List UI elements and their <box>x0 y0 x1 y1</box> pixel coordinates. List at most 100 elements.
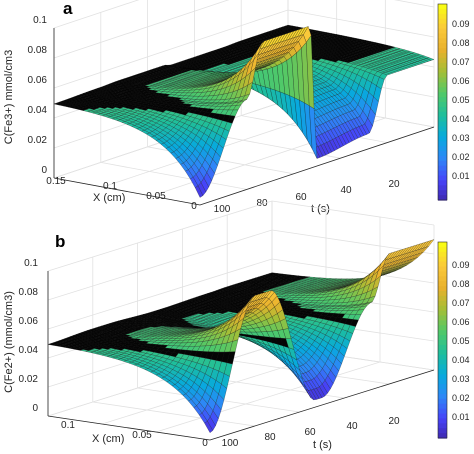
colorbar-segment <box>438 295 447 302</box>
colorbar-segment <box>438 131 447 137</box>
panel-a: a 0 0.02 0.04 0.06 0.08 0.1 0.15 0.1 0.0… <box>3 0 470 215</box>
colorbar-segment <box>438 160 447 167</box>
colorbar-segment <box>438 261 447 268</box>
panel-a-colorbar-tick: 0.05 <box>452 95 470 105</box>
panel-a-colorbar-tick: 0.08 <box>452 38 470 48</box>
panel-a-t-tick: 80 <box>256 198 268 209</box>
panel-b-t-tick: 80 <box>264 432 276 443</box>
colorbar-segment <box>438 246 447 253</box>
panel-a-x-tick: 0.05 <box>146 191 166 202</box>
panel-b-t-tick: 60 <box>304 427 316 438</box>
panel-b-x-label: X (cm) <box>92 433 124 445</box>
panel-a-z-label: C(Fe3+) mmol/cm3 <box>3 50 15 144</box>
colorbar-segment <box>438 276 447 282</box>
colorbar-segment <box>438 271 447 277</box>
panel-b-z-tick: 0.1 <box>24 258 38 269</box>
colorbar-segment <box>438 151 447 157</box>
colorbar-segment <box>438 281 447 287</box>
colorbar-segment <box>438 155 447 162</box>
panel-b-x-ticks: 0.1 0.05 0 <box>61 420 208 449</box>
panel-a-label: a <box>63 0 73 18</box>
panel-b-label: b <box>55 232 65 251</box>
colorbar-segment <box>438 33 447 39</box>
panel-a-t-tick: 100 <box>214 204 231 215</box>
grid-line <box>92 401 255 427</box>
colorbar-segment <box>438 389 447 395</box>
panel-a-x-label: X (cm) <box>93 192 125 204</box>
panel-a-z-tick: 0.02 <box>28 135 48 146</box>
colorbar-segment <box>438 43 447 49</box>
colorbar-segment <box>438 38 447 44</box>
colorbar-segment <box>438 354 447 361</box>
panel-b-z-tick: 0 <box>32 403 38 414</box>
colorbar-segment <box>438 310 447 317</box>
panel-b-x-tick: 0.1 <box>61 420 75 431</box>
colorbar-segment <box>438 242 447 248</box>
colorbar-segment <box>438 325 447 331</box>
colorbar-segment <box>438 106 447 113</box>
panel-a-z-tick: 0.04 <box>28 105 48 116</box>
colorbar-segment <box>438 67 447 74</box>
colorbar-segment <box>438 413 447 419</box>
colorbar-segment <box>438 185 447 191</box>
panel-a-z-ticks: 0 0.02 0.04 0.06 0.08 0.1 <box>28 15 48 176</box>
colorbar-segment <box>438 428 447 434</box>
colorbar-segment <box>438 266 447 272</box>
colorbar-segment <box>438 23 447 30</box>
panel-b: b 0 0.02 0.04 0.06 0.08 0.1 0.1 0.05 0 1… <box>3 200 470 451</box>
colorbar-segment <box>438 77 447 83</box>
colorbar-segment <box>438 102 447 108</box>
panel-a-colorbar-tick: 0.03 <box>452 133 470 143</box>
colorbar-segment <box>438 403 447 410</box>
colorbar-segment <box>438 393 447 400</box>
panel-b-t-label: t (s) <box>313 439 332 451</box>
colorbar-segment <box>438 374 447 380</box>
panel-a-x-tick: 0.15 <box>46 176 66 187</box>
colorbar-segment <box>438 146 447 152</box>
panel-a-t-tick: 40 <box>340 185 352 196</box>
panel-a-t-ticks: 100 80 60 40 20 <box>214 179 400 215</box>
colorbar-segment <box>438 369 447 375</box>
colorbar-segment <box>438 349 447 356</box>
panel-a-colorbar-tick: 0.07 <box>452 57 470 67</box>
panel-a-z-tick: 0.1 <box>33 15 47 26</box>
colorbar-segment <box>438 408 447 415</box>
panel-b-t-tick: 20 <box>388 416 400 427</box>
colorbar-segment <box>438 190 447 196</box>
colorbar-segment <box>438 116 447 123</box>
colorbar-segment <box>438 340 447 346</box>
colorbar-segment <box>438 53 447 59</box>
panel-a-colorbar-tick: 0.09 <box>452 19 470 29</box>
colorbar-segment <box>438 62 447 69</box>
colorbar-segment <box>438 286 447 292</box>
colorbar-segment <box>438 423 447 429</box>
colorbar-segment <box>438 335 447 341</box>
panel-b-t-tick: 100 <box>222 438 239 449</box>
panel-a-colorbar <box>437 3 448 201</box>
panel-b-colorbar <box>437 241 448 439</box>
panel-a-z-tick: 0 <box>41 165 47 176</box>
colorbar-segment <box>438 8 447 15</box>
colorbar-segment <box>438 97 447 103</box>
grid-line <box>47 200 435 272</box>
panel-b-z-tick: 0.06 <box>19 316 39 327</box>
colorbar-segment <box>438 28 447 34</box>
colorbar-segment <box>438 165 447 172</box>
colorbar-segment <box>438 87 447 93</box>
colorbar-segment <box>438 4 447 10</box>
panel-a-t-tick: 60 <box>295 192 307 203</box>
panel-a-colorbar-tick: 0.06 <box>452 76 470 86</box>
colorbar-segment <box>438 170 447 177</box>
panel-a-colorbar-tick: 0.04 <box>452 114 470 124</box>
panel-b-t-ticks: 100 80 60 40 20 <box>222 416 400 449</box>
colorbar-segment <box>438 291 447 297</box>
panel-a-x-tick: 0.1 <box>103 181 117 192</box>
panel-b-z-tick: 0.08 <box>19 287 39 298</box>
colorbar-segment <box>438 305 447 312</box>
colorbar-segment <box>438 251 447 258</box>
panel-a-t-tick: 20 <box>388 179 400 190</box>
colorbar-segment <box>438 136 447 142</box>
colorbar-segment <box>438 126 447 132</box>
colorbar-segment <box>438 175 447 181</box>
